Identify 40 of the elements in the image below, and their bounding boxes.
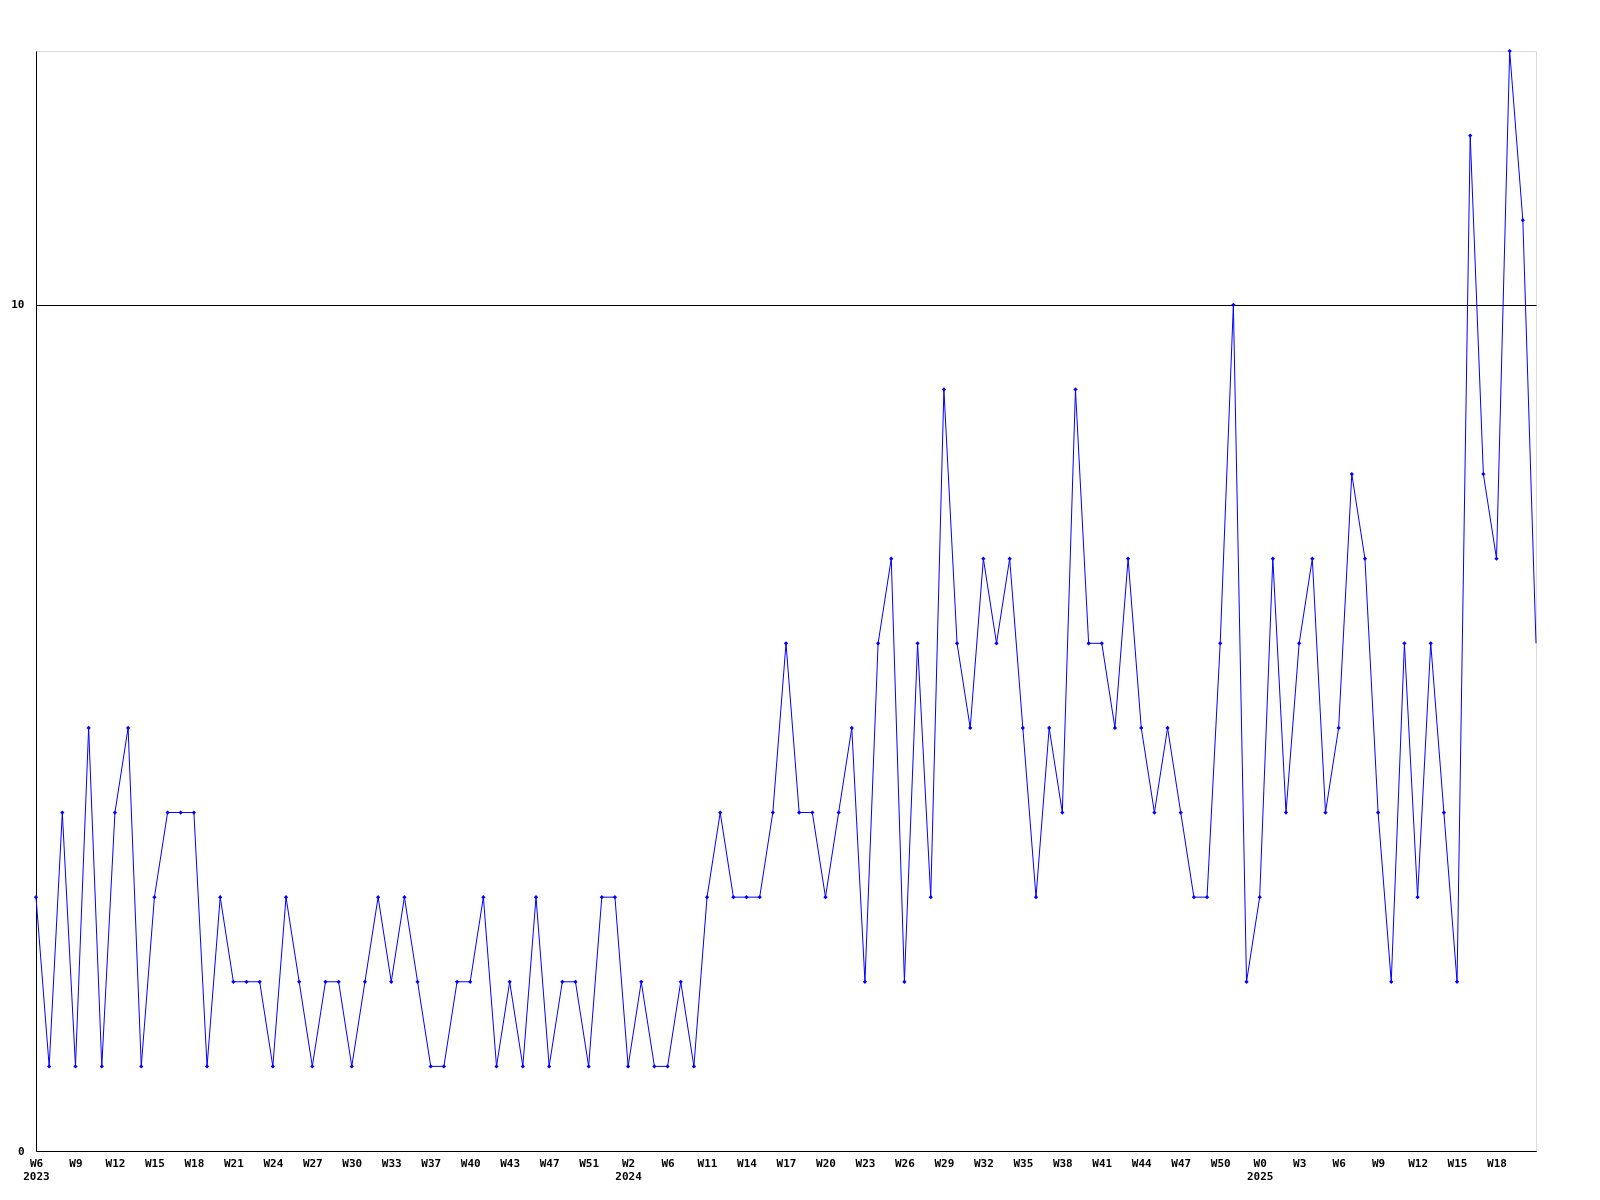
x-tick-label: W38 bbox=[1052, 1156, 1073, 1170]
x-tick-label: W15 bbox=[144, 1156, 165, 1170]
x-tick-label: W26 bbox=[894, 1156, 916, 1170]
x-tick-label: W3 bbox=[1293, 1156, 1307, 1170]
x-tick-label: W33 bbox=[381, 1156, 402, 1170]
x-tick-label: W35 bbox=[1013, 1156, 1034, 1170]
x-tick-label: W32 bbox=[973, 1156, 994, 1170]
x-tick-label: W41 bbox=[1092, 1156, 1113, 1170]
x-tick-label: W6 bbox=[1332, 1156, 1347, 1170]
x-tick-label: W18 bbox=[1487, 1156, 1507, 1170]
x-tick-label: W17 bbox=[776, 1156, 797, 1170]
x-tick-label: W12 bbox=[105, 1156, 126, 1170]
x-tick-label: W23 bbox=[855, 1156, 876, 1170]
x-tick-label: W21 bbox=[223, 1156, 245, 1170]
x-tick-label: W47 bbox=[1171, 1156, 1192, 1170]
x-tick-label: W30 bbox=[342, 1156, 363, 1170]
x-tick-label: W0 2025 bbox=[1246, 1156, 1274, 1183]
x-tick-label: W44 bbox=[1131, 1156, 1153, 1170]
x-tick-label: W24 bbox=[263, 1156, 284, 1170]
x-tick-label: W6 2023 bbox=[23, 1156, 50, 1183]
y-tick-label: 0 bbox=[17, 1144, 25, 1158]
x-tick-label: W18 bbox=[184, 1156, 205, 1170]
x-tick-label: W11 bbox=[697, 1156, 718, 1170]
x-tick-label: W6 bbox=[661, 1156, 676, 1170]
y-tick-label: 10 bbox=[11, 298, 25, 312]
x-tick-label: W43 bbox=[500, 1156, 521, 1170]
x-tick-label: W12 bbox=[1408, 1156, 1429, 1170]
x-tick-label: W50 bbox=[1210, 1156, 1231, 1170]
x-tick-label: W2 2024 bbox=[615, 1156, 643, 1183]
x-tick-label: W37 bbox=[421, 1156, 442, 1170]
x-tick-label: W47 bbox=[539, 1156, 560, 1170]
x-tick-label: W14 bbox=[737, 1156, 758, 1170]
x-tick-label: W9 bbox=[1371, 1156, 1386, 1170]
x-tick-label: W27 bbox=[302, 1156, 323, 1170]
x-tick-label: W20 bbox=[816, 1156, 836, 1170]
x-tick-label: W29 bbox=[934, 1156, 955, 1170]
x-tick-label: W51 bbox=[579, 1156, 600, 1170]
x-tick-label: W40 bbox=[460, 1156, 481, 1170]
x-tick-label: W15 bbox=[1447, 1156, 1468, 1170]
x-tick-label: W9 bbox=[69, 1156, 83, 1170]
